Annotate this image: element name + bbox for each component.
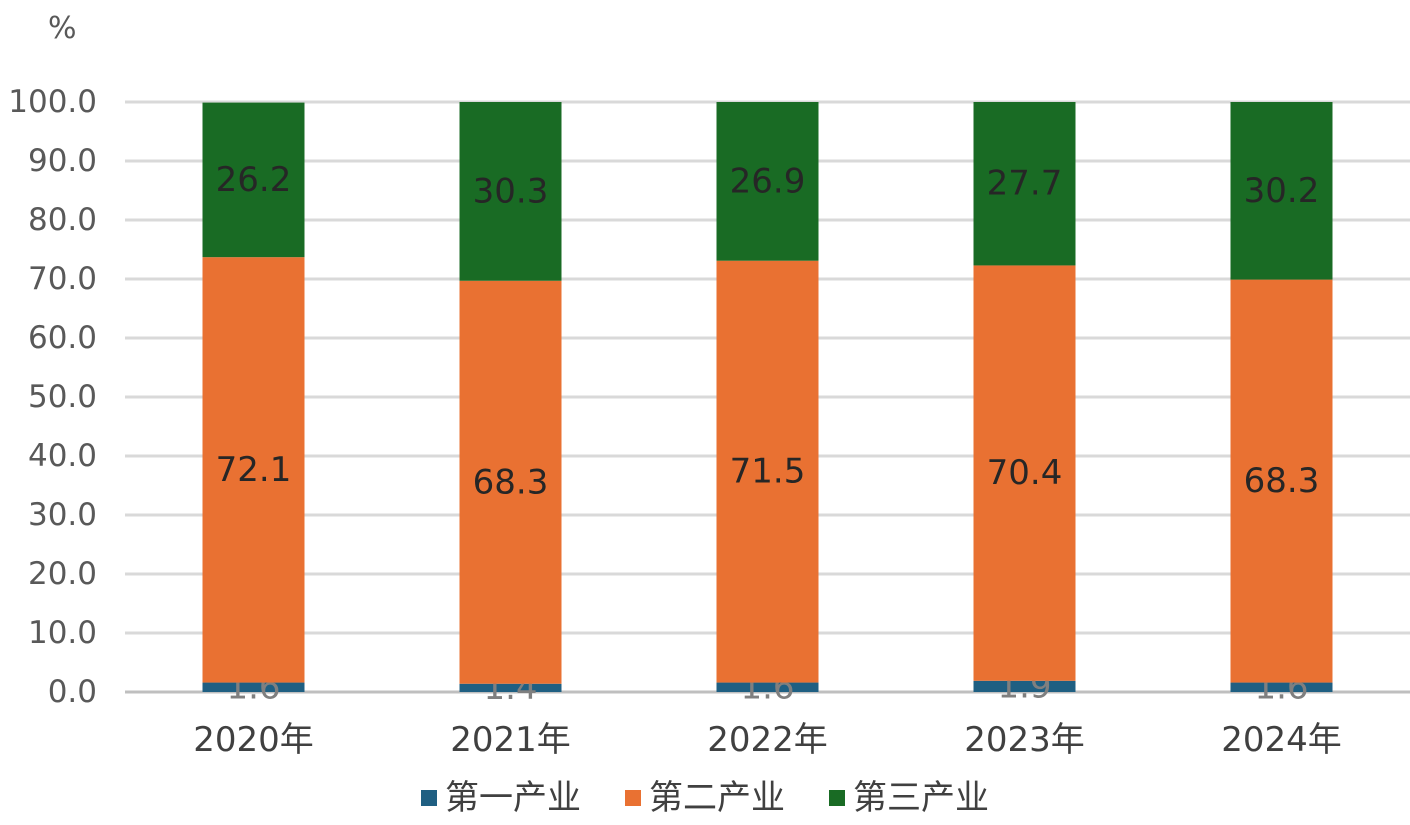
y-tick-label: 20.0 — [28, 556, 97, 592]
y-tick-label: 70.0 — [28, 261, 97, 297]
legend-label: 第三产业 — [853, 778, 989, 818]
y-tick-label: 0.0 — [48, 674, 97, 710]
legend-swatch — [829, 790, 845, 806]
bar-segment — [973, 680, 1076, 692]
y-tick-label: 30.0 — [28, 497, 97, 533]
y-axis-unit-label: % — [48, 11, 77, 46]
data-label: 30.3 — [473, 171, 549, 211]
x-tick-label: 2023年 — [964, 720, 1085, 760]
y-tick-label: 80.0 — [28, 202, 97, 238]
bar-segment — [973, 102, 1076, 266]
bar-segment — [202, 257, 305, 683]
bar-segment — [973, 265, 1076, 681]
x-tick-label: 2020年 — [193, 720, 314, 760]
bar-segment — [1230, 102, 1333, 280]
legend-item: 第三产业 — [829, 781, 989, 815]
data-label: 30.2 — [1244, 171, 1320, 211]
x-tick-label: 2021年 — [450, 720, 571, 760]
data-label: 26.2 — [216, 160, 292, 200]
data-label: 70.4 — [987, 453, 1063, 493]
data-label: 68.3 — [473, 462, 549, 502]
bar-segment — [716, 260, 819, 683]
y-tick-label: 50.0 — [28, 379, 97, 415]
bar-segment — [716, 682, 819, 692]
bar-segment — [459, 683, 562, 692]
y-tick-label: 90.0 — [28, 143, 97, 179]
x-tick-label: 2022年 — [707, 720, 828, 760]
legend-item: 第二产业 — [625, 781, 785, 815]
bar-segment — [1230, 279, 1333, 683]
bar-segment — [202, 102, 305, 258]
legend-swatch — [421, 790, 437, 806]
bar-segment — [716, 102, 819, 261]
legend-label: 第二产业 — [649, 778, 785, 818]
bar-segment — [459, 102, 562, 281]
y-tick-label: 10.0 — [28, 615, 97, 651]
data-label: 68.3 — [1244, 461, 1320, 501]
data-label: 26.9 — [730, 161, 806, 201]
legend-item: 第一产业 — [421, 781, 581, 815]
stacked-bar-chart: 0.0 10.0 20.0 30.0 40.0 50.0 60.0 70.0 80.0 90.0 1… — [8, 84, 1410, 760]
x-tick-label: 2024年 — [1221, 720, 1342, 760]
data-label: 71.5 — [730, 452, 806, 492]
data-label: 27.7 — [987, 164, 1063, 204]
legend-label: 第一产业 — [445, 778, 581, 818]
legend-swatch — [625, 790, 641, 806]
data-label: 72.1 — [216, 450, 292, 490]
y-tick-label: 60.0 — [28, 320, 97, 356]
bar-segment — [459, 280, 562, 684]
bar-segment — [202, 682, 305, 692]
y-tick-label: 100.0 — [8, 84, 97, 120]
bar-segment — [1230, 682, 1333, 692]
chart-legend: 第一产业 第二产业 第三产业 — [0, 776, 1410, 820]
y-tick-label: 40.0 — [28, 438, 97, 474]
